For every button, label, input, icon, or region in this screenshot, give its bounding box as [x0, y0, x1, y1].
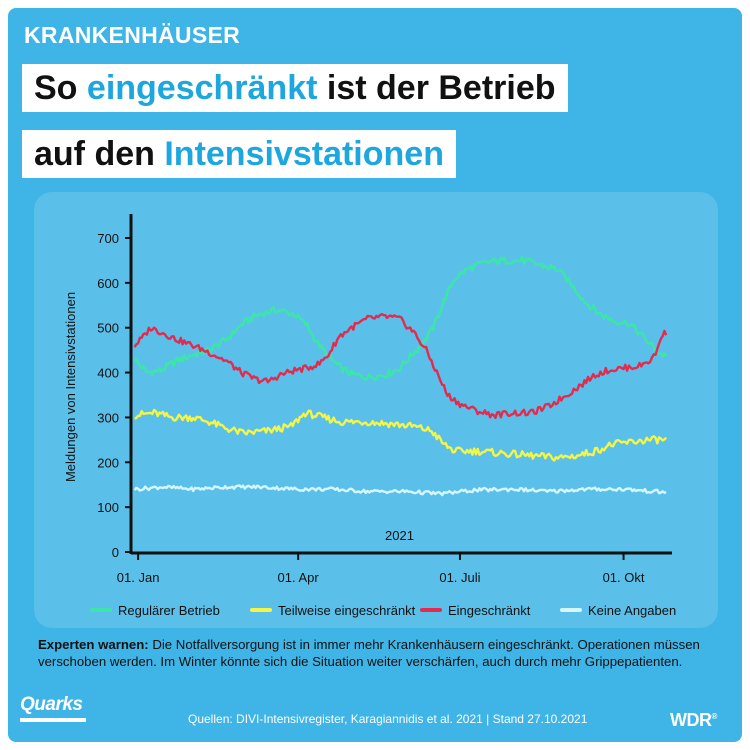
sources-text: Quellen: DIVI-Intensivregister, Karagian… — [188, 712, 588, 726]
y-tick-label: 200 — [97, 455, 119, 470]
y-tick-label: 300 — [97, 410, 119, 425]
legend-label: Eingeschränkt — [448, 603, 531, 618]
line-chart: 0 100 200 300 400 500 600 700 01. Jan 01. Apr 01. … — [63, 214, 676, 618]
quarks-logo-bar — [20, 718, 86, 722]
x-tick-label: 01. Juli — [439, 570, 480, 585]
quarks-logo: Quarks — [20, 694, 83, 715]
series-line-2 — [134, 408, 668, 462]
series-line-1 — [133, 256, 668, 381]
legend-label: Teilweise eingeschränkt — [278, 603, 416, 618]
expert-note: Experten warnen: Die Notfallversorgung i… — [38, 636, 728, 670]
y-tick-label: 0 — [112, 545, 119, 560]
title-highlight: eingeschränkt — [86, 69, 318, 107]
x-tick-label: 01. Jan — [117, 570, 160, 585]
title-highlight: Intensivstationen — [164, 135, 444, 173]
year-label: 2021 — [385, 528, 414, 543]
y-tick-label: 400 — [97, 366, 119, 381]
legend-label: Regulärer Betrieb — [118, 603, 220, 618]
y-tick-label: 100 — [97, 500, 119, 515]
infographic: KRANKENHÄUSER So eingeschränkt ist der B… — [8, 8, 742, 742]
legend-label: Keine Angaben — [588, 603, 676, 618]
wdr-logo: WDR® — [670, 710, 717, 731]
wdr-mark: ® — [711, 712, 718, 721]
y-tick-label: 700 — [97, 231, 119, 246]
x-tick-label: 01. Apr — [278, 570, 320, 585]
wdr-text: WDR — [670, 710, 712, 730]
title-line-1: So eingeschränkt ist der Betrieb — [22, 64, 568, 112]
y-tick-label: 500 — [97, 321, 119, 336]
series-line-3 — [133, 312, 668, 419]
title-line-2: auf den Intensivstationen — [22, 130, 456, 178]
title-word: So — [34, 69, 78, 107]
note-lead: Experten warnen: — [38, 637, 149, 652]
title-word: auf den — [34, 135, 155, 173]
y-axis-title: Meldungen von Intensivstationen — [63, 292, 78, 482]
series-line-4 — [133, 484, 667, 497]
x-tick-label: 01. Okt — [603, 570, 645, 585]
title-word: ist der Betrieb — [326, 69, 556, 107]
chart-panel: 0 100 200 300 400 500 600 700 01. Jan 01. Apr 01. … — [34, 192, 718, 628]
kicker-label: KRANKENHÄUSER — [24, 22, 241, 48]
note-text: Die Notfallversorgung ist in immer mehr … — [38, 637, 700, 669]
y-tick-label: 600 — [97, 276, 119, 291]
